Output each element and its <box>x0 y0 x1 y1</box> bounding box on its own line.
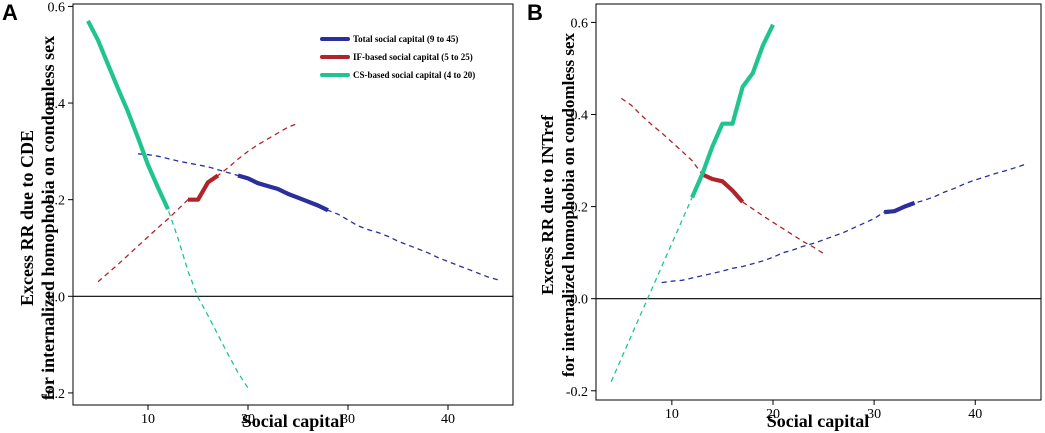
panel-b: B 10 20 30 40 -0.2 0.0 0.2 0.4 0.6 Excess RR due… <box>527 0 1042 431</box>
legend: Total social capital (9 to 45) IF-based … <box>320 34 475 80</box>
y-tick-label: 0.0 <box>571 293 589 308</box>
x-tick-label: 20 <box>766 407 780 422</box>
plot-frame <box>595 3 1042 401</box>
series-line-solid <box>188 173 220 202</box>
x-tick-label: 10 <box>141 412 155 427</box>
y-tick-label: 0.6 <box>571 16 589 31</box>
x-tick-label: 30 <box>341 412 355 427</box>
series-line-solid <box>237 173 329 213</box>
x-tick-label: 10 <box>665 407 679 422</box>
series-line-dashed <box>137 153 499 281</box>
y-tick-label: 0.6 <box>48 0 66 15</box>
legend-label-if: IF-based social capital (5 to 25) <box>353 52 473 62</box>
series-line-solid <box>86 19 170 211</box>
legend-label-total: Total social capital (9 to 45) <box>353 34 458 44</box>
x-tick-label: 30 <box>867 407 881 422</box>
x-tick-label: 20 <box>241 412 255 427</box>
y-axis-title-line1: Excess RR due to CDE <box>17 130 37 306</box>
series-line-dashed <box>620 97 824 255</box>
series-line-dashed <box>661 163 1027 284</box>
y-tick-label: 0.4 <box>48 97 66 112</box>
y-tick-label: 0.0 <box>48 290 66 305</box>
y-tick-label: 0.4 <box>571 109 589 124</box>
panel-letter-b: B <box>527 0 543 25</box>
x-axis-title: Social capital <box>767 411 870 431</box>
panel-letter-a: A <box>2 0 18 25</box>
y-tick-label: -0.2 <box>566 385 588 400</box>
x-axis-title: Social capital <box>242 411 345 431</box>
y-tick-label: 0.2 <box>571 201 589 216</box>
x-tick-label: 40 <box>441 412 455 427</box>
series-line-solid <box>701 172 745 204</box>
series-line-solid <box>884 200 916 215</box>
y-tick-label: 0.2 <box>48 194 66 209</box>
series-line-dashed <box>97 122 299 283</box>
plot-frame <box>72 3 514 406</box>
y-tick-label: -0.2 <box>43 387 65 402</box>
series-line-solid <box>690 23 775 199</box>
panel-a: A 10 20 30 40 -0.2 0.0 0.2 0.4 0.6 Excess RR due… <box>2 0 514 431</box>
y-axis-title-line2: for internalized homophobia on condomles… <box>559 33 578 377</box>
x-tick-label: 40 <box>968 407 982 422</box>
plot-area: 10 20 30 40 -0.2 0.0 0.2 0.4 0.6 <box>566 16 1041 422</box>
y-axis-title-line2: for internalized homophobia on condomles… <box>38 36 58 400</box>
legend-label-cs: CS-based social capital (4 to 20) <box>353 70 475 80</box>
y-axis-title-line1: Excess RR due to INTref <box>538 115 557 295</box>
plot-area: 10 20 30 40 -0.2 0.0 0.2 0.4 0.6 <box>43 0 513 427</box>
